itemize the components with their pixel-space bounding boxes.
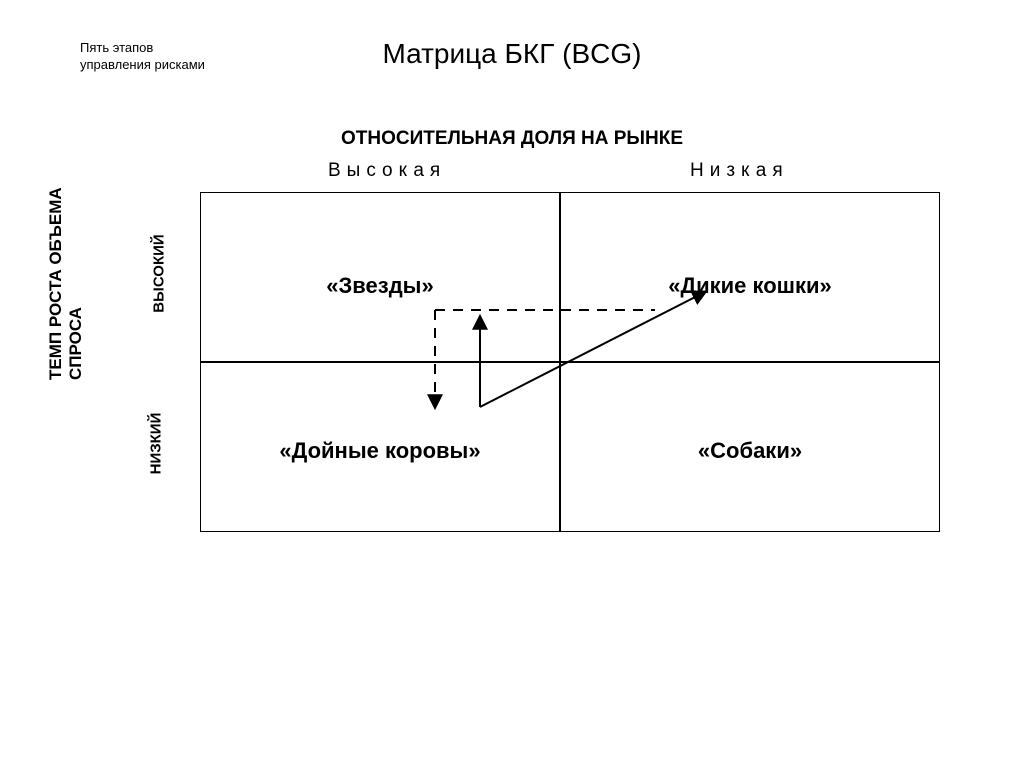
cell-dogs: «Собаки» xyxy=(698,438,802,463)
cell-stars: «Звезды» xyxy=(326,273,433,298)
x-axis-title: ОТНОСИТЕЛЬНАЯ ДОЛЯ НА РЫНКЕ xyxy=(0,128,1024,150)
bcg-matrix: «Звезды» «Дикие кошки» «Дойные коровы» «Соб… xyxy=(200,192,940,532)
x-axis-low-label: Низкая xyxy=(690,160,789,182)
page-title: Матрица БКГ (BCG) xyxy=(0,38,1024,70)
matrix-svg: «Звезды» «Дикие кошки» «Дойные коровы» «Соб… xyxy=(200,192,940,532)
x-axis-high-label: Высокая xyxy=(328,160,446,182)
y-axis-low-label: НИЗКИЙ xyxy=(147,413,164,475)
cell-wild-cats: «Дикие кошки» xyxy=(668,273,832,298)
y-axis-high-label: ВЫСОКИЙ xyxy=(151,234,168,312)
cell-cash-cows: «Дойные коровы» xyxy=(279,438,480,463)
